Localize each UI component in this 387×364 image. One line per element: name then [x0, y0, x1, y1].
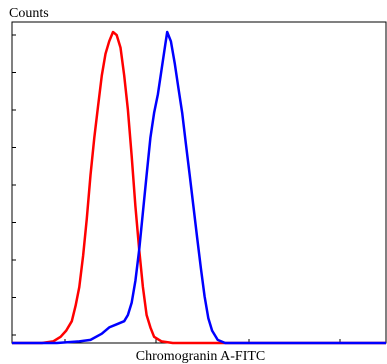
series-line-2 — [12, 30, 386, 345]
plot-frame — [11, 21, 387, 344]
y-axis-label: Counts — [9, 6, 49, 21]
plot-border — [11, 21, 387, 344]
series-group — [12, 30, 386, 345]
axis-ticks — [12, 34, 341, 343]
x-axis-label: Chromogranin A-FITC — [135, 349, 266, 364]
series-line-1 — [12, 30, 386, 345]
